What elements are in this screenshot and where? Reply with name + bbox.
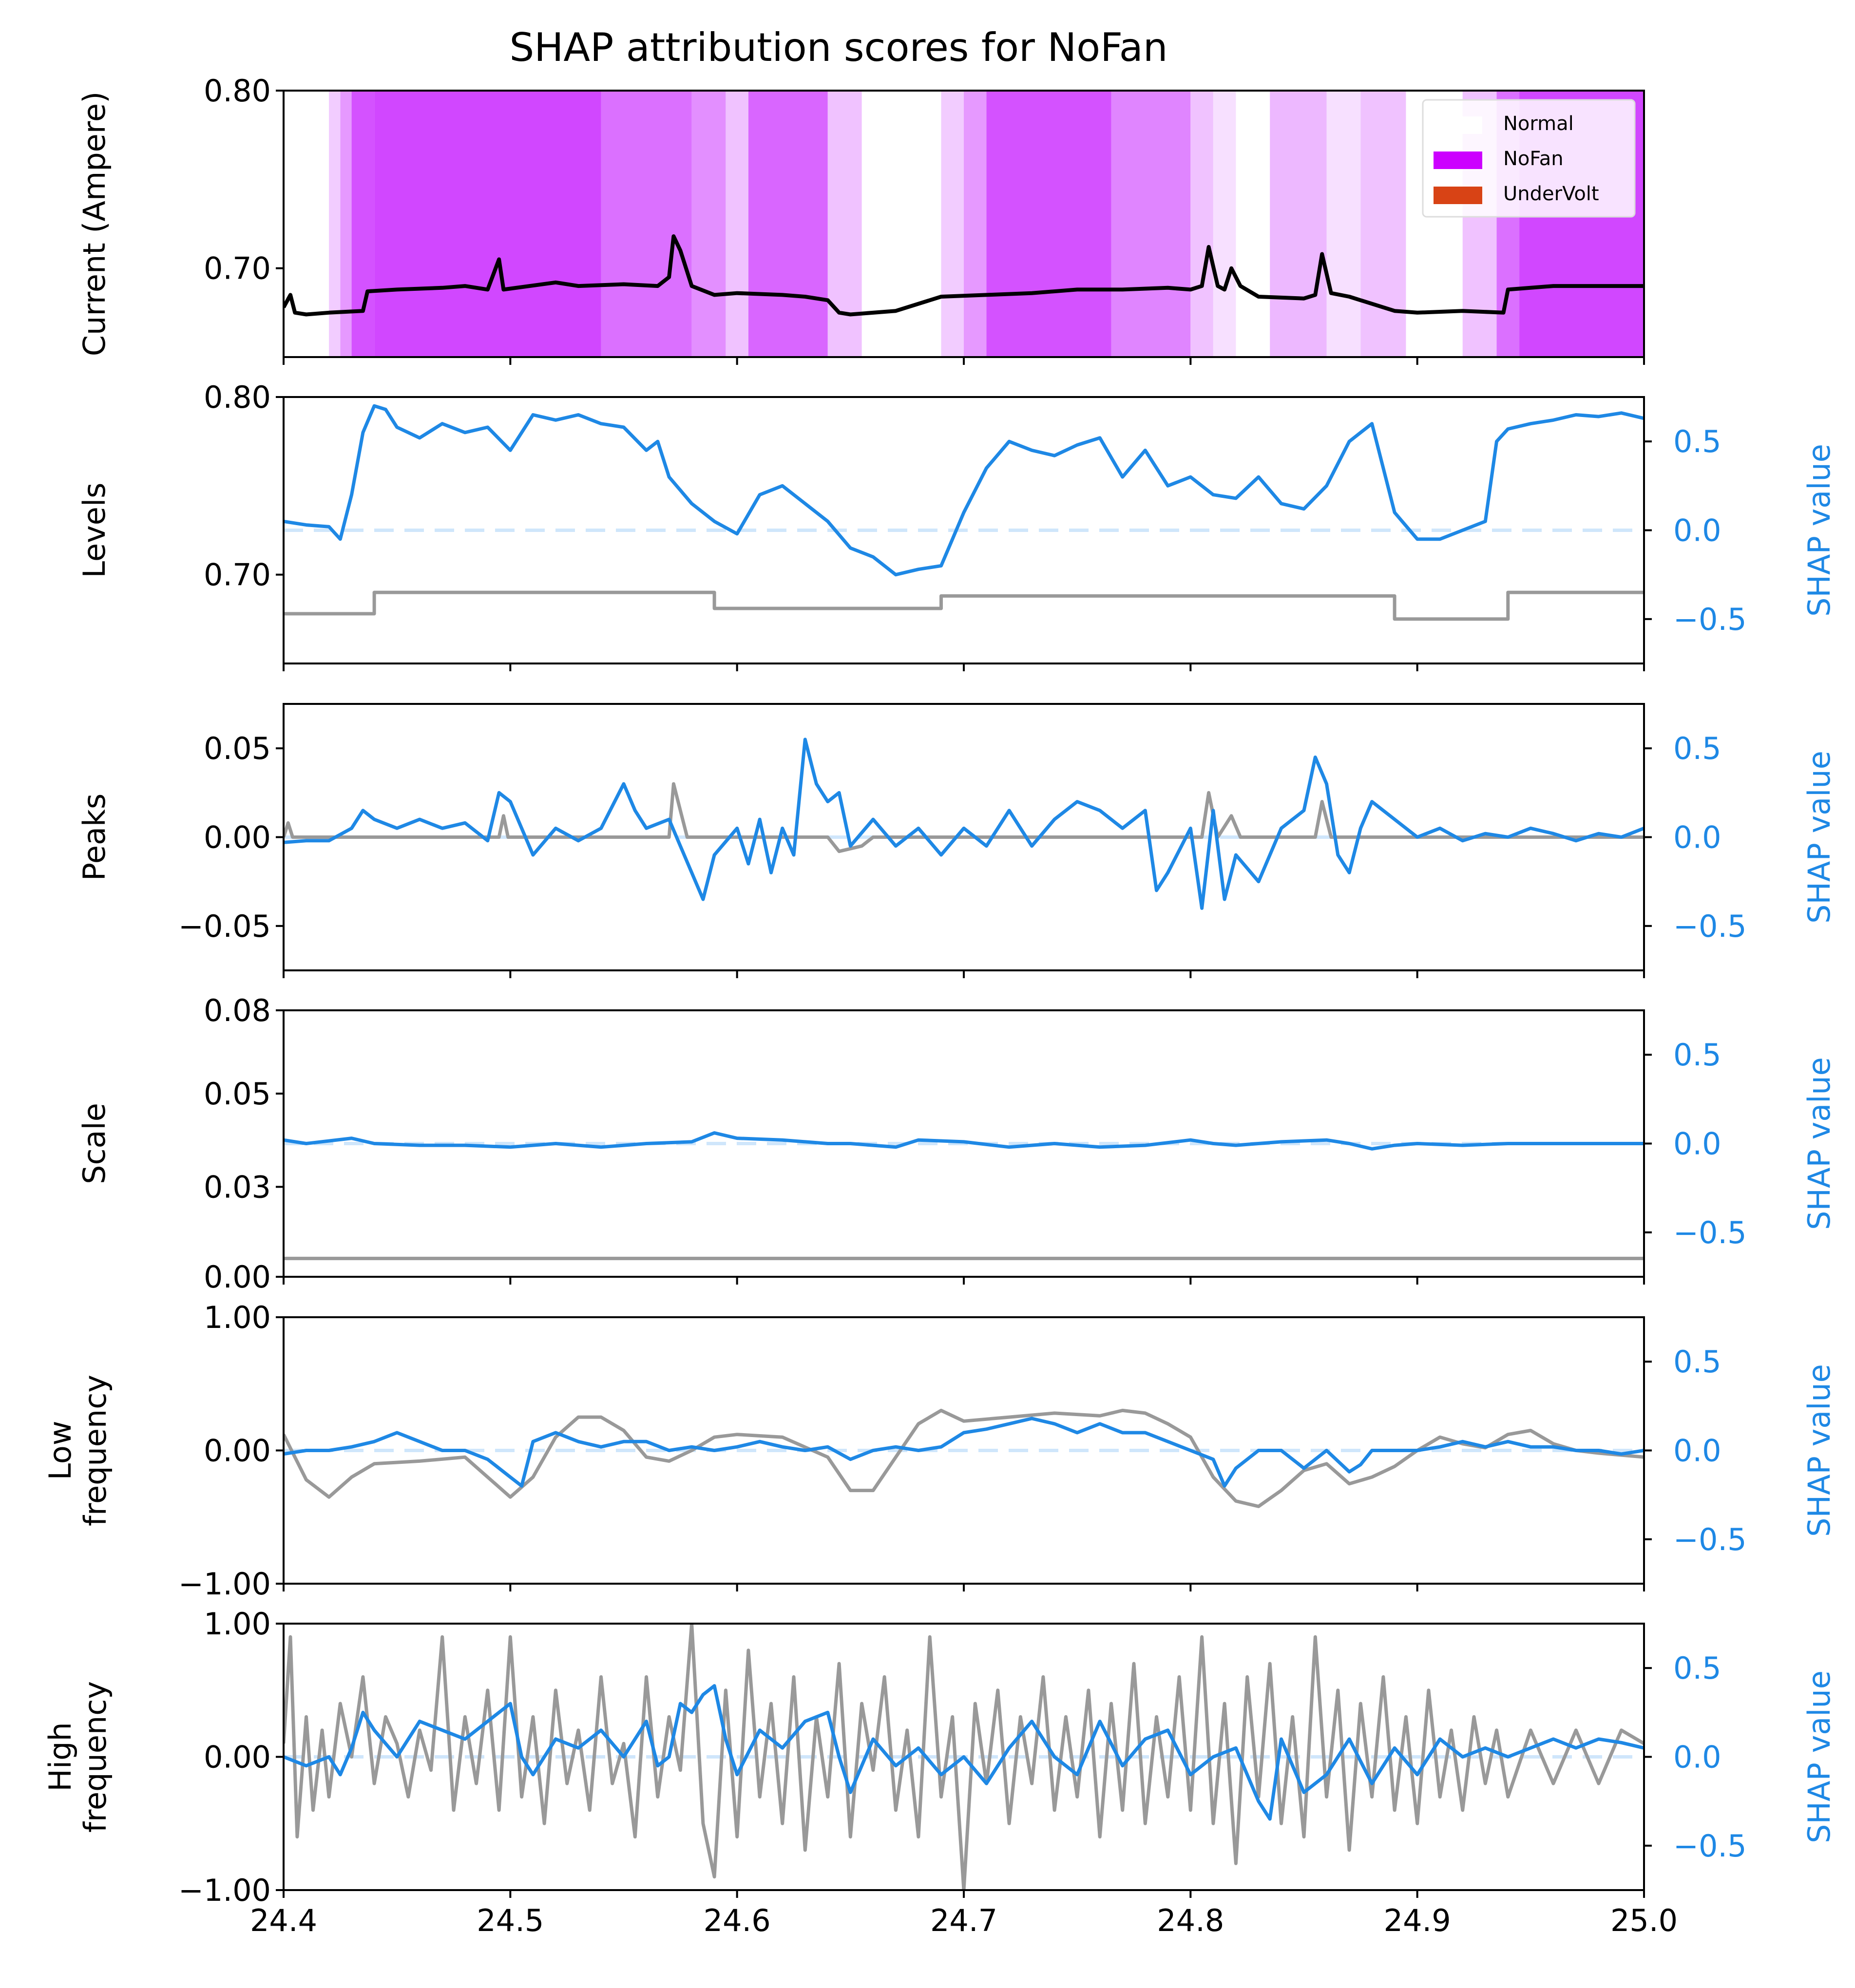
- y-axis-label: Scale: [76, 1103, 112, 1184]
- y-tick-label: 0.70: [204, 557, 271, 593]
- panel-current: 0.80 0.70 Current (Ampere) Normal NoFan Under…: [76, 73, 1645, 365]
- attribution-band: [601, 91, 692, 357]
- attribution-band: [1111, 91, 1191, 357]
- y-tick-label: 0.00: [204, 1259, 271, 1295]
- chart-panels: 0.80 0.70 Current (Ampere) Normal NoFan Under…: [42, 73, 1837, 1938]
- attribution-band: [374, 91, 601, 357]
- attribution-band: [1360, 91, 1406, 357]
- y-axis-label: Current (Ampere): [76, 92, 112, 357]
- x-tick-label: 24.4: [250, 1903, 317, 1938]
- shap-tick-label: −0.5: [1673, 1215, 1747, 1250]
- peaks-shap-line: [284, 738, 1644, 910]
- attribution-band: [941, 91, 964, 357]
- attribution-band: [351, 91, 375, 357]
- shap-tick-label: 0.5: [1673, 1650, 1721, 1686]
- y-axis-label: High: [42, 1722, 78, 1792]
- legend-label: UnderVolt: [1503, 183, 1599, 205]
- x-tick-label: 24.8: [1157, 1903, 1224, 1938]
- shap-tick-label: 0.0: [1673, 513, 1721, 549]
- legend-swatch: [1434, 116, 1482, 134]
- shap-tick-label: 0.5: [1673, 1037, 1721, 1073]
- shap-tick-label: 0.0: [1673, 1126, 1721, 1162]
- shap-axis-label: SHAP value: [1801, 444, 1837, 617]
- shap-axis-label: SHAP value: [1801, 751, 1837, 924]
- y-axis-label: Levels: [76, 483, 112, 578]
- attribution-band: [329, 91, 341, 357]
- shap-tick-label: 0.0: [1673, 820, 1721, 855]
- shap-tick-label: 0.0: [1673, 1740, 1721, 1775]
- x-tick-label: 24.6: [704, 1903, 771, 1938]
- y-tick-label: −0.05: [178, 909, 271, 944]
- legend-label: NoFan: [1503, 148, 1564, 170]
- shap-tick-label: 0.5: [1673, 1344, 1721, 1380]
- levels-signal-line: [284, 590, 1644, 621]
- y-axis-label: frequency: [77, 1681, 113, 1833]
- low_frequency-shap-line: [284, 1417, 1644, 1488]
- attribution-band: [1190, 91, 1213, 357]
- attribution-band: [986, 91, 1111, 357]
- y-axis-label: Peaks: [76, 794, 112, 881]
- attribution-band: [1326, 91, 1361, 357]
- attribution-band: [827, 91, 862, 357]
- low_frequency-signal-line: [284, 1408, 1644, 1508]
- panel-low_frequency: 1.00 0.00 −1.00 Low frequency 0.5 0.0 −0.5 SHAP …: [42, 1300, 1837, 1602]
- y-tick-label: 0.80: [204, 379, 271, 415]
- y-tick-label: 1.00: [204, 1300, 271, 1335]
- shap-axis-label: SHAP value: [1801, 1670, 1837, 1843]
- current-signal-line: [284, 234, 1644, 317]
- y-tick-label: 0.80: [204, 73, 271, 109]
- legend-swatch: [1434, 187, 1482, 204]
- shap-tick-label: 0.0: [1673, 1433, 1721, 1469]
- y-tick-label: 0.03: [204, 1169, 271, 1205]
- legend-swatch: [1434, 151, 1482, 169]
- peaks-signal-line: [284, 782, 1644, 853]
- y-tick-label: 0.00: [204, 1433, 271, 1469]
- y-tick-label: 0.70: [204, 251, 271, 286]
- y-tick-label: 0.00: [204, 1740, 271, 1775]
- y-tick-label: 0.05: [204, 731, 271, 766]
- attribution-band: [726, 91, 748, 357]
- shap-tick-label: −0.5: [1673, 602, 1747, 637]
- y-tick-label: −1.00: [178, 1566, 271, 1602]
- shap-axis-label: SHAP value: [1801, 1364, 1837, 1537]
- shap-tick-label: 0.5: [1673, 424, 1721, 459]
- legend-label: Normal: [1503, 113, 1574, 135]
- attribution-band: [340, 91, 352, 357]
- y-tick-label: 1.00: [204, 1606, 271, 1642]
- levels-shap-line: [284, 404, 1644, 577]
- y-tick-label: 0.00: [204, 820, 271, 855]
- y-axis-label: Low: [42, 1420, 78, 1480]
- shap-tick-label: −0.5: [1673, 1828, 1747, 1864]
- high_frequency-shap-line: [284, 1684, 1644, 1821]
- x-tick-label: 24.9: [1384, 1903, 1451, 1938]
- scale-shap-line: [284, 1131, 1644, 1151]
- x-tick-label: 24.5: [477, 1903, 544, 1938]
- panel-scale: 0.08 0.05 0.03 0.00 Scale 0.5 0.0 −0.5 SHAP valu…: [76, 993, 1837, 1295]
- chart-title: SHAP attribution scores for NoFan: [509, 25, 1167, 70]
- legend: Normal NoFan UnderVolt: [1422, 99, 1636, 218]
- shap-tick-label: −0.5: [1673, 909, 1747, 944]
- shap-tick-label: −0.5: [1673, 1522, 1747, 1557]
- panel-peaks: 0.05 0.00 −0.05 Peaks 0.5 0.0 −0.5 SHAP value: [76, 703, 1837, 978]
- attribution-band: [1270, 91, 1327, 357]
- attribution-band: [748, 91, 828, 357]
- attribution-band: [964, 91, 987, 357]
- y-tick-label: −1.00: [178, 1873, 271, 1908]
- y-tick-label: 0.05: [204, 1076, 271, 1112]
- panel-high_frequency: 1.00 0.00 −1.00 High frequency 0.5 0.0 −0.5 SHAP…: [42, 1606, 1837, 1938]
- attribution-band: [691, 91, 726, 357]
- attribution-bands: [329, 91, 1644, 357]
- x-tick-label: 25.0: [1610, 1903, 1678, 1938]
- x-tick-label: 24.7: [930, 1903, 997, 1938]
- panel-levels: 0.80 0.70 Levels 0.5 0.0 −0.5 SHAP value: [76, 379, 1837, 671]
- y-axis-label: frequency: [77, 1375, 113, 1526]
- shap-axis-label: SHAP value: [1801, 1057, 1837, 1230]
- attribution-band: [1213, 91, 1236, 357]
- y-tick-label: 0.08: [204, 993, 271, 1028]
- shap-tick-label: 0.5: [1673, 731, 1721, 766]
